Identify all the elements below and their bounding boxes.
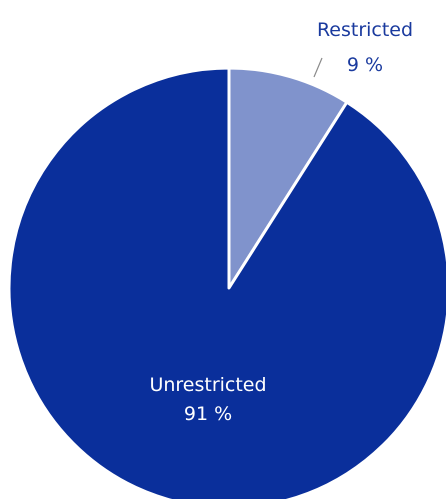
- unrestricted-value-label: 91 %: [184, 403, 232, 425]
- unrestricted-label: Unrestricted: [149, 374, 266, 396]
- pie-labels: Restricted 9 % Unrestricted 91 %: [149, 19, 413, 425]
- pie-slice-restricted: [227, 66, 349, 290]
- pie-slices: [7, 66, 446, 499]
- restricted-leader-line: [313, 57, 323, 78]
- restricted-label: Restricted: [317, 19, 413, 41]
- restricted-value-label: 9 %: [347, 54, 383, 76]
- pie-slice-unrestricted: [7, 66, 446, 499]
